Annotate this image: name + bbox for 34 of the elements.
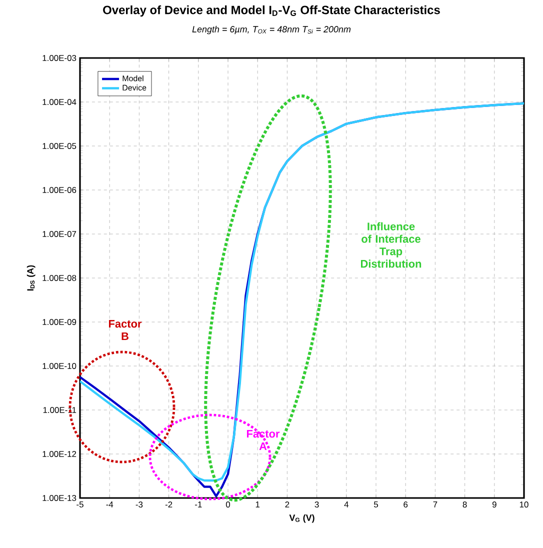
x-tick-label: 3 [314, 502, 319, 508]
y-tick-label: 1.00E-05 [42, 143, 76, 149]
annotation: Influence of Interface Trap Distribution [360, 222, 422, 268]
x-tick-label: 6 [404, 502, 408, 508]
y-tick-label: 1.00E-08 [42, 275, 76, 281]
y-tick-label: 1.00E-09 [42, 319, 76, 325]
x-tick-label: -4 [106, 502, 114, 508]
y-tick-label: 1.00E-10 [42, 363, 76, 369]
x-tick-label: 9 [492, 502, 496, 508]
x-tick-label: 0 [226, 502, 230, 508]
x-tick-label: 2 [285, 502, 290, 508]
x-tick-label: 1 [256, 502, 260, 508]
annotation: Factor A [246, 430, 280, 450]
x-tick-label: 4 [344, 502, 349, 508]
y-tick-label: 1.00E-06 [42, 187, 76, 193]
x-tick-label: -2 [165, 502, 172, 508]
y-tick-label: 1.00E-13 [42, 495, 76, 501]
x-tick-label: 10 [520, 502, 528, 508]
x-axis-title: V$_{G}$ (V) [289, 514, 314, 523]
chart-subtitle: Length = 6µm, T$_{OX}$ = 48nm T$_{Si}$ = 200nm [192, 26, 351, 34]
y-tick-label: 1.00E-11 [43, 407, 76, 413]
x-tick-label: -1 [195, 502, 202, 508]
y-tick-label: 1.00E-07 [42, 231, 76, 237]
y-tick-label: 1.00E-03 [42, 55, 76, 61]
x-tick-label: 8 [462, 502, 467, 508]
y-tick-label: 1.00E-12 [42, 451, 76, 457]
x-tick-label: -5 [76, 502, 84, 508]
x-tick-label: 7 [433, 502, 438, 508]
chart-title: Overlay of Device and Model I$_{D}$-V$_{G}$ Off-State Characteristics [103, 5, 440, 17]
y-tick-label: 1.00E-04 [42, 99, 76, 105]
x-tick-label: 5 [374, 502, 378, 508]
annotation: Factor B [108, 320, 142, 340]
y-axis-title: I$_{DS}$ (A) [26, 265, 36, 291]
x-tick-label: -3 [136, 502, 143, 508]
